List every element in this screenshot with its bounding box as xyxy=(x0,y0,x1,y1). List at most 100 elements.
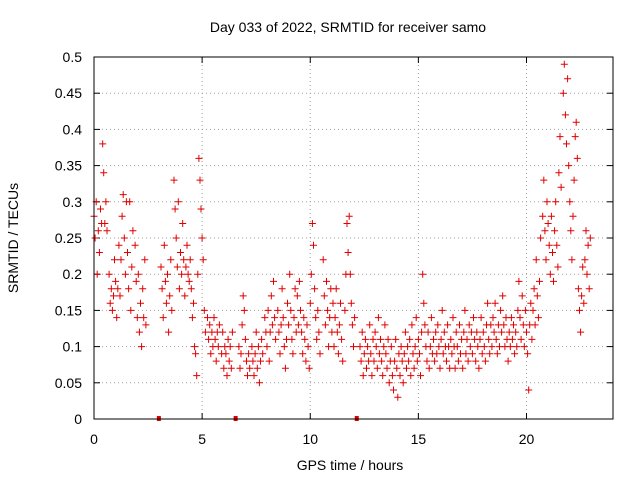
data-point xyxy=(517,335,525,343)
data-point xyxy=(512,328,520,336)
data-point xyxy=(188,314,196,322)
data-point xyxy=(141,256,149,264)
data-point xyxy=(295,277,303,285)
data-point xyxy=(478,350,486,358)
data-point xyxy=(347,299,355,307)
data-point xyxy=(578,292,586,300)
data-point xyxy=(528,335,536,343)
data-point xyxy=(321,321,329,329)
data-point xyxy=(530,285,538,293)
data-point xyxy=(379,372,387,380)
data-point xyxy=(346,270,354,278)
data-point xyxy=(103,227,111,235)
data-point xyxy=(440,328,448,336)
data-point xyxy=(431,357,439,365)
data-point xyxy=(108,306,116,314)
data-point xyxy=(423,357,431,365)
data-point xyxy=(407,372,415,380)
data-point xyxy=(364,343,372,351)
data-point xyxy=(426,343,434,351)
data-point xyxy=(239,292,247,300)
data-point xyxy=(330,343,338,351)
data-point xyxy=(525,386,533,394)
data-point xyxy=(473,328,481,336)
data-point xyxy=(419,270,427,278)
data-point xyxy=(116,292,124,300)
data-point xyxy=(207,350,215,358)
data-point xyxy=(250,372,258,380)
data-point xyxy=(435,343,443,351)
data-point xyxy=(214,343,222,351)
data-point xyxy=(476,335,484,343)
data-point xyxy=(161,277,169,285)
data-point xyxy=(394,393,402,401)
data-point xyxy=(111,256,118,264)
data-point xyxy=(271,314,279,322)
data-point xyxy=(95,249,103,256)
data-point xyxy=(430,335,437,343)
data-point xyxy=(523,328,530,336)
data-point xyxy=(461,306,469,314)
data-point xyxy=(338,335,346,343)
data-point xyxy=(448,350,456,358)
data-point xyxy=(249,357,257,365)
data-point xyxy=(291,285,299,293)
data-point xyxy=(462,350,470,358)
data-point xyxy=(126,198,134,206)
data-point xyxy=(299,350,307,358)
grid-lines xyxy=(94,57,613,419)
data-point xyxy=(315,328,323,336)
data-point xyxy=(559,89,567,97)
data-point xyxy=(319,256,327,264)
y-tick-label: 0.15 xyxy=(55,302,82,318)
x-tick-label: 15 xyxy=(411,431,427,447)
data-point xyxy=(101,220,109,227)
data-point xyxy=(331,314,339,322)
data-point xyxy=(301,335,309,343)
data-point xyxy=(97,205,104,213)
data-point xyxy=(335,321,343,329)
data-point xyxy=(561,111,569,119)
data-point xyxy=(131,241,139,249)
data-point xyxy=(199,256,207,264)
data-point xyxy=(447,335,455,343)
data-point xyxy=(439,350,447,358)
data-point xyxy=(132,277,140,285)
data-point xyxy=(391,357,399,365)
data-point xyxy=(118,212,126,220)
data-point xyxy=(577,328,585,336)
data-point xyxy=(175,285,183,293)
data-point xyxy=(192,350,200,358)
data-point xyxy=(290,314,298,322)
data-point xyxy=(171,205,179,213)
data-point xyxy=(510,321,517,329)
data-point xyxy=(245,350,253,358)
data-point xyxy=(251,350,259,358)
data-point xyxy=(543,198,551,206)
data-point xyxy=(270,277,277,285)
data-point xyxy=(420,299,428,307)
data-point xyxy=(398,357,406,365)
data-point xyxy=(114,285,122,293)
data-point xyxy=(576,306,583,314)
data-point xyxy=(277,321,285,329)
data-point xyxy=(393,364,401,372)
data-point xyxy=(337,299,344,307)
y-tick-label: 0.45 xyxy=(55,85,82,101)
data-point xyxy=(565,162,573,170)
data-point xyxy=(183,241,191,249)
data-point xyxy=(324,306,332,314)
data-point xyxy=(329,299,337,307)
x-tick-label: 10 xyxy=(302,431,318,447)
y-tick-label: 0.3 xyxy=(63,194,83,210)
data-point xyxy=(396,372,404,380)
data-point xyxy=(306,299,314,307)
data-point xyxy=(414,335,422,343)
data-point xyxy=(385,379,393,387)
data-point xyxy=(266,328,274,336)
x-axis-label: GPS time / hours xyxy=(297,457,404,473)
data-point xyxy=(100,169,108,177)
data-point xyxy=(170,176,178,184)
data-point xyxy=(370,357,378,365)
data-point xyxy=(278,285,286,293)
